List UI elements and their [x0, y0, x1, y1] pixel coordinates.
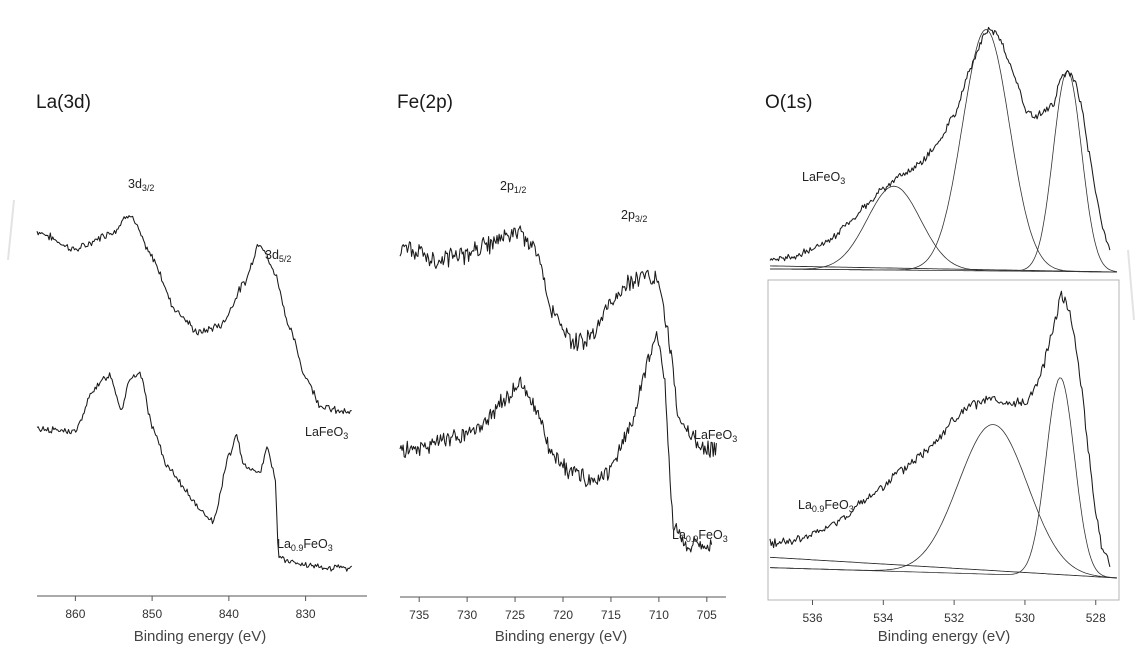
x-axis-title-la3d: Binding energy (eV)	[134, 628, 267, 645]
peak-label-3d52: 3d5/2	[265, 248, 291, 264]
x-ticks-o1s: 536 534 532 530 528	[802, 600, 1106, 625]
series-label-lafeo3-la3d: LaFeO3	[305, 425, 348, 441]
x-tick-label-fe2p: 705	[697, 608, 717, 622]
panel-fe2p: Fe(2p) 2p1/2 2p3/2 LaFeO3 La0.9FeO3 735 7…	[397, 92, 737, 645]
panel-title-o1s: O(1s)	[765, 92, 813, 113]
series-label-la09feo3-o1s: La0.9FeO3	[798, 498, 854, 514]
peak-label-2p12: 2p1/2	[500, 179, 526, 195]
x-axis-title-fe2p: Binding energy (eV)	[495, 628, 628, 645]
x-tick-label-o1s: 528	[1086, 611, 1106, 625]
peak-label-2p32: 2p3/2	[621, 208, 647, 224]
fit-baseline-la09feo3	[769, 556, 1118, 579]
fit-component-la09feo3-2	[769, 377, 1118, 579]
fit-components-la09feo3-o1s	[769, 377, 1118, 579]
fit-component-la09feo3-1	[769, 424, 1118, 579]
x-tick-label-fe2p: 715	[601, 608, 621, 622]
measured-line-la09feo3-o1s	[769, 290, 1111, 568]
series-label-la09feo3-la3d: La0.9FeO3	[277, 537, 333, 553]
x-tick-label-fe2p: 735	[409, 608, 429, 622]
panel-la3d: La(3d) 3d3/2 3d5/2 LaFeO3 La0.9FeO3 860 8…	[36, 92, 367, 645]
x-tick-label-la3d: 830	[296, 607, 316, 621]
panel-title-la3d: La(3d)	[36, 92, 91, 113]
x-axis-title-o1s: Binding energy (eV)	[878, 628, 1011, 645]
panel-o1s: O(1s) LaFeO3 La0.9FeO3 536 534 532 530 528 B…	[765, 26, 1120, 645]
series-line-la09feo3-fe2p	[399, 331, 713, 553]
page-edge-mark-right	[1127, 249, 1135, 321]
series-line-la09feo3-la3d	[36, 371, 353, 572]
x-tick-label-fe2p: 720	[553, 608, 573, 622]
x-ticks-fe2p: 735 730 725 720 715 710 705	[409, 597, 717, 622]
x-ticks-la3d: 860 850 840 830	[65, 596, 316, 621]
series-line-lafeo3-fe2p	[399, 225, 717, 458]
x-tick-label-la3d: 850	[142, 607, 162, 621]
x-tick-label-fe2p: 710	[649, 608, 669, 622]
panel-title-fe2p: Fe(2p)	[397, 92, 453, 113]
peak-label-3d32: 3d3/2	[128, 177, 154, 193]
x-tick-label-la3d: 860	[65, 607, 85, 621]
fit-components-lafeo3-o1s	[770, 29, 1118, 273]
series-line-lafeo3-la3d	[36, 215, 352, 415]
x-tick-label-o1s: 530	[1015, 611, 1035, 625]
x-tick-label-o1s: 534	[873, 611, 893, 625]
x-tick-label-o1s: 536	[802, 611, 822, 625]
x-tick-label-la3d: 840	[219, 607, 239, 621]
x-tick-label-fe2p: 725	[505, 608, 525, 622]
page-edge-mark-left	[7, 199, 15, 261]
o1s-plot-frame	[767, 279, 1120, 601]
x-tick-label-o1s: 532	[944, 611, 964, 625]
fit-baseline-lafeo3	[770, 265, 1117, 273]
x-tick-label-fe2p: 730	[457, 608, 477, 622]
series-label-lafeo3-fe2p: LaFeO3	[694, 428, 737, 444]
series-label-lafeo3-o1s: LaFeO3	[802, 170, 845, 186]
fit-component-lafeo3-2	[770, 29, 1117, 273]
series-label-la09feo3-fe2p: La0.9FeO3	[672, 528, 728, 544]
measured-line-lafeo3-o1s	[769, 26, 1111, 262]
fit-component-lafeo3-1	[770, 185, 1117, 273]
fit-component-lafeo3-3	[770, 70, 1118, 272]
